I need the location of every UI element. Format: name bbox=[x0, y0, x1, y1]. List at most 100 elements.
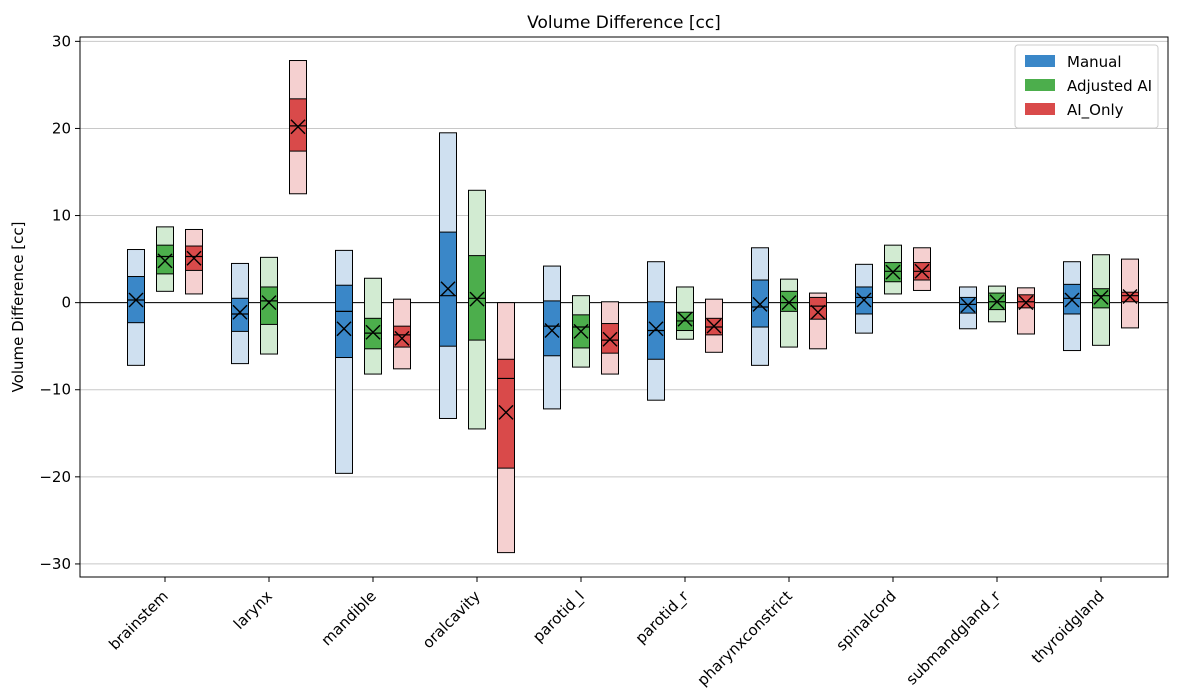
box-adjusted-ai-oralcavity bbox=[468, 189, 486, 430]
x-tick-label: brainstem bbox=[105, 587, 172, 654]
y-tick-label: 0 bbox=[61, 294, 71, 312]
box-manual-brainstem bbox=[127, 249, 145, 366]
box-ai-only-larynx bbox=[289, 60, 307, 195]
box-adjusted-ai-brainstem bbox=[156, 226, 174, 292]
mean-marker bbox=[856, 292, 872, 308]
iqr-box bbox=[809, 296, 827, 320]
mean-marker bbox=[752, 296, 768, 312]
box-adjusted-ai-submandgland_r bbox=[988, 285, 1006, 323]
box-manual-submandgland_r bbox=[959, 286, 977, 330]
mean-marker bbox=[498, 404, 514, 420]
iqr-box bbox=[231, 297, 249, 332]
y-tick-label: 20 bbox=[52, 119, 71, 137]
chart-title: Volume Difference [cc] bbox=[527, 13, 721, 33]
mean-marker bbox=[336, 321, 352, 337]
iqr-box bbox=[289, 98, 307, 152]
box-ai-only-submandgland_r bbox=[1017, 287, 1035, 335]
box-ai-only-parotid_r bbox=[705, 298, 723, 353]
mean-marker bbox=[1018, 295, 1034, 311]
y-tick-label: −10 bbox=[39, 381, 71, 399]
iqr-box bbox=[497, 358, 515, 469]
mean-marker bbox=[989, 294, 1005, 310]
legend-label: Adjusted AI bbox=[1067, 77, 1152, 95]
legend-label: AI_Only bbox=[1067, 101, 1124, 120]
mean-marker bbox=[365, 324, 381, 340]
box-ai-only-mandible bbox=[393, 298, 411, 370]
x-tick-label: parotid_r bbox=[632, 587, 693, 648]
x-tick-label: mandible bbox=[318, 587, 380, 649]
mean-marker bbox=[677, 311, 693, 327]
x-tick-label: pharynxconstrict bbox=[694, 587, 796, 689]
legend: Manual Adjusted AI AI_Only bbox=[1014, 44, 1159, 129]
x-tick-label: thyroidgland bbox=[1028, 587, 1108, 667]
y-tick-label: −20 bbox=[39, 468, 71, 486]
x-tick-label: oralcavity bbox=[419, 587, 484, 652]
box-adjusted-ai-parotid_r bbox=[676, 286, 694, 340]
mean-marker bbox=[1122, 289, 1138, 305]
legend-swatch bbox=[1025, 103, 1055, 115]
iqr-box bbox=[335, 284, 353, 359]
box-manual-spinalcord bbox=[855, 263, 873, 334]
mean-marker bbox=[1093, 289, 1109, 305]
iqr-box bbox=[260, 286, 278, 325]
mean-marker bbox=[573, 323, 589, 339]
box-manual-thyroidgland bbox=[1063, 261, 1081, 352]
mean-marker bbox=[128, 292, 144, 308]
box-ai-only-brainstem bbox=[185, 228, 203, 295]
x-tick-label: spinalcord bbox=[832, 587, 899, 654]
y-axis-ticks: 30 20 10 0 −10 −20 −30 bbox=[39, 32, 80, 573]
box-manual-larynx bbox=[231, 262, 249, 365]
boxes-layer bbox=[127, 60, 1139, 554]
box-manual-oralcavity bbox=[439, 132, 457, 419]
box-manual-pharynxconstrict bbox=[751, 247, 769, 366]
mean-marker bbox=[261, 295, 277, 311]
box-manual-parotid_l bbox=[543, 265, 561, 410]
box-manual-parotid_r bbox=[647, 261, 665, 401]
mean-marker bbox=[469, 291, 485, 307]
mean-marker bbox=[706, 318, 722, 334]
legend-label: Manual bbox=[1067, 53, 1122, 71]
legend-swatch bbox=[1025, 79, 1055, 91]
mean-marker bbox=[157, 253, 173, 269]
x-tick-label: parotid_l bbox=[529, 587, 588, 646]
y-tick-label: −30 bbox=[39, 555, 71, 573]
range-box bbox=[335, 249, 353, 474]
box-ai-only-thyroidgland bbox=[1121, 258, 1139, 329]
iqr-box bbox=[543, 300, 561, 357]
legend-swatch bbox=[1025, 55, 1055, 67]
mean-marker bbox=[885, 264, 901, 280]
mean-marker bbox=[290, 119, 306, 135]
mean-marker bbox=[781, 295, 797, 311]
box-adjusted-ai-pharynxconstrict bbox=[780, 278, 798, 348]
y-tick-label: 10 bbox=[52, 207, 71, 225]
iqr-box bbox=[156, 244, 174, 275]
plot-frame bbox=[79, 36, 1169, 578]
y-axis-label: Volume Difference [cc] bbox=[9, 222, 27, 393]
y-tick-label: 30 bbox=[52, 32, 71, 50]
range-box bbox=[780, 278, 798, 348]
box-adjusted-ai-thyroidgland bbox=[1092, 254, 1110, 346]
mean-marker bbox=[394, 330, 410, 346]
mean-marker bbox=[648, 321, 664, 337]
mean-marker bbox=[186, 250, 202, 266]
x-tick-label: larynx bbox=[230, 587, 276, 633]
mean-marker bbox=[1064, 292, 1080, 308]
box-ai-only-parotid_l bbox=[601, 301, 619, 375]
mean-marker bbox=[440, 281, 456, 297]
box-adjusted-ai-mandible bbox=[364, 277, 382, 375]
mean-marker bbox=[232, 304, 248, 320]
box-adjusted-ai-larynx bbox=[260, 256, 278, 355]
box-ai-only-pharynxconstrict bbox=[809, 292, 827, 350]
mean-marker bbox=[960, 297, 976, 313]
x-tick-label: submandgland_r bbox=[903, 587, 1006, 690]
mean-marker bbox=[810, 304, 826, 320]
box-adjusted-ai-parotid_l bbox=[572, 295, 590, 368]
box-ai-only-oralcavity bbox=[497, 302, 515, 554]
mean-marker bbox=[914, 263, 930, 279]
box-ai-only-spinalcord bbox=[913, 247, 931, 291]
mean-marker bbox=[602, 331, 618, 347]
mean-marker bbox=[544, 323, 560, 339]
box-manual-mandible bbox=[335, 249, 353, 474]
x-axis-ticks: brainstem larynx mandible oralcavity parotid… bbox=[105, 577, 1108, 689]
